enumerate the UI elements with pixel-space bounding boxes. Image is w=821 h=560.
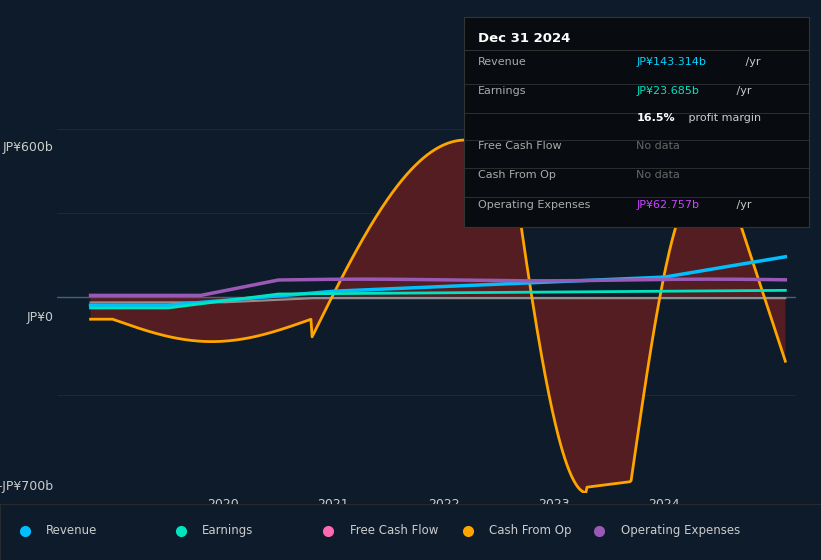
Text: Operating Expenses: Operating Expenses (478, 199, 590, 209)
Text: Free Cash Flow: Free Cash Flow (350, 524, 438, 538)
Text: /yr: /yr (733, 86, 751, 96)
Text: Earnings: Earnings (202, 524, 254, 538)
Text: Cash From Op: Cash From Op (489, 524, 571, 538)
Text: Operating Expenses: Operating Expenses (621, 524, 740, 538)
Text: profit margin: profit margin (685, 114, 761, 123)
Text: No data: No data (636, 141, 680, 151)
Text: JP¥23.685b: JP¥23.685b (636, 86, 699, 96)
Text: 16.5%: 16.5% (636, 114, 675, 123)
Text: /yr: /yr (742, 57, 761, 67)
Text: JP¥143.314b: JP¥143.314b (636, 57, 706, 67)
Text: /yr: /yr (733, 199, 751, 209)
Text: Revenue: Revenue (46, 524, 98, 538)
Text: Earnings: Earnings (478, 86, 526, 96)
Text: JP¥62.757b: JP¥62.757b (636, 199, 699, 209)
Text: Cash From Op: Cash From Op (478, 170, 556, 180)
Text: Revenue: Revenue (478, 57, 526, 67)
Text: -JP¥700b: -JP¥700b (0, 480, 54, 493)
Text: JP¥0: JP¥0 (27, 311, 54, 324)
Text: Dec 31 2024: Dec 31 2024 (478, 31, 570, 44)
Text: No data: No data (636, 170, 680, 180)
Text: Free Cash Flow: Free Cash Flow (478, 141, 562, 151)
Text: JP¥600b: JP¥600b (3, 141, 54, 155)
